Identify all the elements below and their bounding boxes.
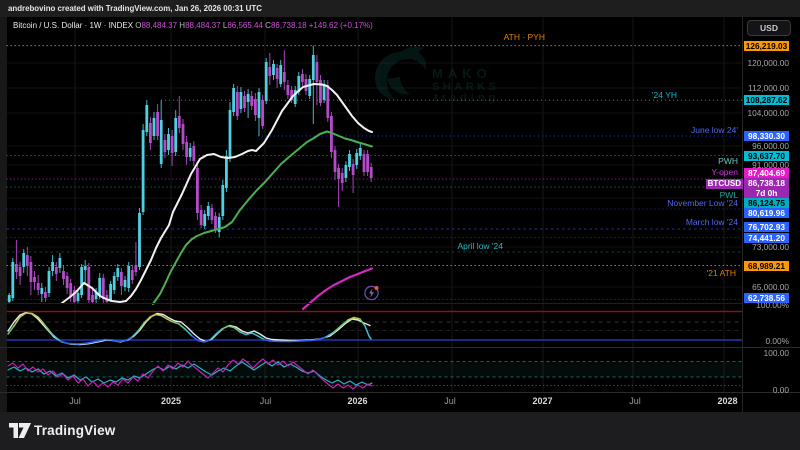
svg-text:MAKO: MAKO — [432, 66, 492, 81]
svg-text:trading: trading — [434, 92, 499, 104]
svg-text:SHARKS: SHARKS — [432, 81, 499, 93]
